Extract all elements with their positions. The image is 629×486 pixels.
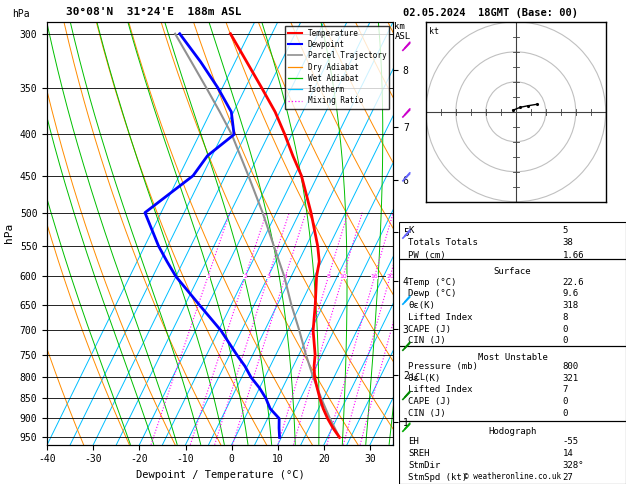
Text: 22.6: 22.6 (562, 278, 584, 287)
Text: 5: 5 (562, 226, 568, 235)
Text: kt: kt (429, 27, 439, 36)
Text: 38: 38 (562, 239, 573, 247)
Text: 30°08'N  31°24'E  188m ASL: 30°08'N 31°24'E 188m ASL (66, 7, 242, 17)
Text: Lifted Index: Lifted Index (408, 313, 473, 322)
Text: 800: 800 (562, 362, 579, 371)
Text: CIN (J): CIN (J) (408, 336, 446, 346)
Text: Surface: Surface (494, 267, 532, 276)
Text: θε (K): θε (K) (408, 374, 441, 383)
Text: 0: 0 (562, 397, 568, 406)
Y-axis label: hPa: hPa (4, 223, 14, 243)
Text: 0: 0 (562, 409, 568, 417)
Text: SREH: SREH (408, 449, 430, 458)
Text: 16: 16 (370, 274, 379, 279)
Text: CIN (J): CIN (J) (408, 409, 446, 417)
Text: EH: EH (408, 437, 419, 447)
Text: 02.05.2024  18GMT (Base: 00): 02.05.2024 18GMT (Base: 00) (403, 8, 577, 18)
Text: 7: 7 (562, 385, 568, 394)
Text: Temp (°C): Temp (°C) (408, 278, 457, 287)
Text: -55: -55 (562, 437, 579, 447)
Text: km
ASL: km ASL (394, 22, 411, 41)
Bar (399, 347, 626, 421)
Text: 321: 321 (562, 374, 579, 383)
Text: 10: 10 (339, 274, 347, 279)
Bar (399, 222, 626, 259)
Legend: Temperature, Dewpoint, Parcel Trajectory, Dry Adiabat, Wet Adiabat, Isotherm, Mi: Temperature, Dewpoint, Parcel Trajectory… (285, 26, 389, 108)
Bar (399, 259, 626, 347)
Text: © weatheronline.co.uk: © weatheronline.co.uk (464, 472, 561, 481)
Text: LCL: LCL (411, 373, 425, 382)
Text: 0: 0 (562, 325, 568, 333)
Text: CAPE (J): CAPE (J) (408, 397, 452, 406)
Text: K: K (408, 226, 414, 235)
Text: 0: 0 (562, 336, 568, 346)
Text: 4: 4 (284, 274, 287, 279)
Text: Totals Totals: Totals Totals (408, 239, 478, 247)
Text: Lifted Index: Lifted Index (408, 385, 473, 394)
Text: θε(K): θε(K) (408, 301, 435, 310)
Text: 14: 14 (562, 449, 573, 458)
Text: 318: 318 (562, 301, 579, 310)
Text: 27: 27 (562, 473, 573, 482)
Text: 8: 8 (326, 274, 330, 279)
Text: 328°: 328° (562, 461, 584, 470)
Text: Pressure (mb): Pressure (mb) (408, 362, 478, 371)
Bar (399, 421, 626, 484)
Text: hPa: hPa (13, 9, 30, 19)
Text: 3: 3 (267, 274, 270, 279)
Text: Hodograph: Hodograph (489, 428, 537, 436)
Text: 1.66: 1.66 (562, 251, 584, 260)
Text: 1: 1 (206, 274, 210, 279)
Text: CAPE (J): CAPE (J) (408, 325, 452, 333)
Text: 20: 20 (386, 274, 394, 279)
Text: StmDir: StmDir (408, 461, 441, 470)
Text: 8: 8 (562, 313, 568, 322)
Text: 2: 2 (243, 274, 247, 279)
Text: Dewp (°C): Dewp (°C) (408, 289, 457, 298)
Text: Most Unstable: Most Unstable (477, 353, 548, 362)
X-axis label: Dewpoint / Temperature (°C): Dewpoint / Temperature (°C) (136, 470, 304, 480)
Text: PW (cm): PW (cm) (408, 251, 446, 260)
Text: 9.6: 9.6 (562, 289, 579, 298)
Text: StmSpd (kt): StmSpd (kt) (408, 473, 467, 482)
